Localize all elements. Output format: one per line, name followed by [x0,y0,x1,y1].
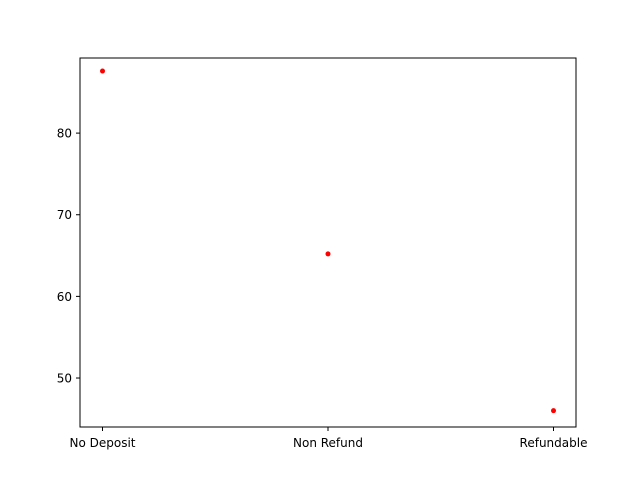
y-axis-ticks: 50 60 70 80 [57,127,80,386]
x-tick-label: No Deposit [69,436,135,450]
y-tick-label: 80 [57,127,72,141]
data-point [551,408,556,414]
y-tick-label: 50 [57,372,72,386]
x-tick-label: Refundable [520,436,588,450]
x-tick-label: Non Refund [293,436,363,450]
data-point [325,251,331,257]
plot-area-frame [79,57,577,428]
y-tick-label: 60 [57,290,72,304]
data-point [100,68,105,74]
x-axis-ticks: No Deposit Non Refund Refundable [69,427,587,450]
data-points [100,68,556,414]
y-tick-label: 70 [57,208,72,222]
